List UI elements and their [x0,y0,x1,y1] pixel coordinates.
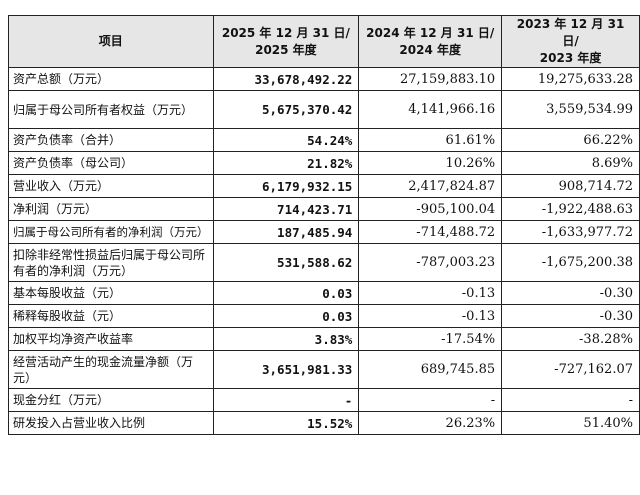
header-2025: 2025 年 12 月 31 日/ 2025 年度 [212,15,360,68]
header-2023: 2023 年 12 月 31 日/ 2023 年度 [501,15,640,68]
table-row: 归属于母公司所有者权益（万元） 5,675,370.42 4,141,966.1… [8,90,640,129]
cell-2025: 0.03 [212,281,360,305]
table-row: 基本每股收益（元） 0.03 -0.13 -0.30 [8,281,640,305]
cell-2023: 8.69% [501,151,640,175]
table-row: 资产总额（万元） 33,678,492.22 27,159,883.10 19,… [8,67,640,91]
cell-2024: 26.23% [358,411,503,435]
cell-2023: -1,922,488.63 [501,197,640,221]
row-label: 经营活动产生的现金流量净额（万元） [8,350,214,389]
cell-2023: - [501,388,640,412]
cell-2025: 714,423.71 [212,197,360,221]
row-label: 扣除非经常性损益后归属于母公司所有者的净利润（万元） [8,243,214,282]
cell-2025: 21.82% [212,151,360,175]
cell-2023: 66.22% [501,128,640,152]
row-label: 营业收入（万元） [8,174,214,198]
cell-2025: - [212,388,360,412]
row-label: 稀释每股收益（元） [8,304,214,328]
table-row: 资产负债率（合并） 54.24% 61.61% 66.22% [8,128,640,152]
cell-2024: 4,141,966.16 [358,90,503,129]
table-row: 净利润（万元） 714,423.71 -905,100.04 -1,922,48… [8,197,640,221]
row-label: 现金分红（万元） [8,388,214,412]
financial-data-table: 项目 2025 年 12 月 31 日/ 2025 年度 2024 年 12 月… [8,15,640,435]
cell-2025: 187,485.94 [212,220,360,244]
cell-2023: 3,559,534.99 [501,90,640,129]
cell-2023: 19,275,633.28 [501,67,640,91]
cell-2023: -0.30 [501,304,640,328]
cell-2024: -0.13 [358,304,503,328]
cell-2024: 61.61% [358,128,503,152]
row-label: 资产负债率（合并） [8,128,214,152]
row-label: 净利润（万元） [8,197,214,221]
cell-2025: 54.24% [212,128,360,152]
cell-2023: -727,162.07 [501,350,640,389]
cell-2025: 3.83% [212,327,360,351]
table-row: 研发投入占营业收入比例 15.52% 26.23% 51.40% [8,411,640,435]
cell-2025: 33,678,492.22 [212,67,360,91]
cell-2024: 689,745.85 [358,350,503,389]
cell-2023: -1,633,977.72 [501,220,640,244]
cell-2023: -0.30 [501,281,640,305]
table-row: 扣除非经常性损益后归属于母公司所有者的净利润（万元） 531,588.62 -7… [8,243,640,282]
cell-2024: - [358,388,503,412]
row-label: 资产负债率（母公司） [8,151,214,175]
row-label: 基本每股收益（元） [8,281,214,305]
cell-2025: 15.52% [212,411,360,435]
cell-2024: 2,417,824.87 [358,174,503,198]
cell-2024: -905,100.04 [358,197,503,221]
cell-2025: 3,651,981.33 [212,350,360,389]
table-row: 归属于母公司所有者的净利润（万元） 187,485.94 -714,488.72… [8,220,640,244]
cell-2024: -787,003.23 [358,243,503,282]
cell-2023: 51.40% [501,411,640,435]
table-row: 加权平均净资产收益率 3.83% -17.54% -38.28% [8,327,640,351]
row-label: 资产总额（万元） [8,67,214,91]
cell-2025: 0.03 [212,304,360,328]
row-label: 归属于母公司所有者的净利润（万元） [8,220,214,244]
row-label: 加权平均净资产收益率 [8,327,214,351]
header-item: 项目 [8,15,214,68]
cell-2023: 908,714.72 [501,174,640,198]
cell-2024: 27,159,883.10 [358,67,503,91]
table-row: 资产负债率（母公司） 21.82% 10.26% 8.69% [8,151,640,175]
cell-2025: 6,179,932.15 [212,174,360,198]
table-row: 现金分红（万元） - - - [8,388,640,412]
row-label: 归属于母公司所有者权益（万元） [8,90,214,129]
cell-2024: -714,488.72 [358,220,503,244]
cell-2024: -17.54% [358,327,503,351]
cell-2024: -0.13 [358,281,503,305]
table-row: 营业收入（万元） 6,179,932.15 2,417,824.87 908,7… [8,174,640,198]
table-row: 稀释每股收益（元） 0.03 -0.13 -0.30 [8,304,640,328]
cell-2025: 531,588.62 [212,243,360,282]
cell-2024: 10.26% [358,151,503,175]
table-row: 经营活动产生的现金流量净额（万元） 3,651,981.33 689,745.8… [8,350,640,389]
row-label: 研发投入占营业收入比例 [8,411,214,435]
cell-2025: 5,675,370.42 [212,90,360,129]
cell-2023: -38.28% [501,327,640,351]
cell-2023: -1,675,200.38 [501,243,640,282]
header-2024: 2024 年 12 月 31 日/ 2024 年度 [358,15,503,68]
table-container: 项目 2025 年 12 月 31 日/ 2025 年度 2024 年 12 月… [8,15,640,435]
table-header-row: 项目 2025 年 12 月 31 日/ 2025 年度 2024 年 12 月… [8,15,640,68]
